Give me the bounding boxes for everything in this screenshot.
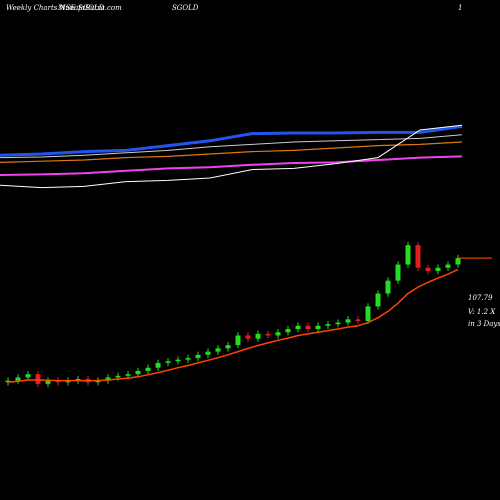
candle-body: [155, 362, 161, 368]
candle-body: [65, 380, 71, 383]
corner-label: 1: [458, 4, 462, 12]
candle-body: [15, 377, 21, 381]
candle-body: [385, 280, 391, 294]
period-note: in 3 Days: [468, 320, 500, 328]
candle-body: [305, 325, 311, 330]
candle-body: [5, 380, 11, 383]
candle-body: [185, 358, 191, 360]
candle-body: [395, 264, 401, 281]
candle-body: [225, 345, 231, 349]
candle-body: [55, 380, 61, 383]
last-price: 107.79: [468, 294, 493, 302]
candle-body: [75, 379, 81, 381]
candle-body: [125, 374, 131, 376]
candle-body: [445, 264, 451, 268]
candle-body: [315, 325, 321, 330]
candle-body: [345, 319, 351, 323]
indicator-line: [0, 124, 463, 189]
candle-body: [425, 267, 431, 271]
candle-body: [275, 332, 281, 336]
candle-body: [95, 380, 101, 383]
candle-body: [265, 333, 271, 336]
candle-body: [355, 319, 361, 321]
candle-body: [435, 267, 441, 271]
candle-body: [35, 374, 41, 384]
candle-body: [285, 329, 291, 333]
candle-body: [415, 245, 421, 268]
candle-body: [335, 322, 341, 325]
candle-body: [325, 324, 331, 326]
moving-average: [7, 268, 459, 384]
indicator-line: [0, 141, 463, 163]
indicator-line: [0, 155, 463, 176]
candle-body: [25, 374, 31, 378]
candle-body: [45, 380, 51, 384]
indicator-line: [0, 134, 463, 159]
candle-body: [135, 370, 141, 375]
candle-body: [405, 245, 411, 265]
candle-body: [375, 293, 381, 307]
candle-body: [115, 375, 121, 378]
candle-body: [365, 306, 371, 321]
candle-body: [455, 258, 461, 265]
chart-title: Weekly Charts NSE SGOLD: [6, 4, 105, 12]
candle-body: [215, 348, 221, 352]
candle-body: [165, 361, 171, 363]
symbol: SGOLD: [172, 4, 199, 12]
candle-body: [295, 325, 301, 330]
candle-body: [205, 351, 211, 355]
source: MunafaSutra.com: [57, 4, 122, 12]
volume-note: V: 1.2 X: [468, 308, 496, 316]
candle-body: [195, 354, 201, 359]
candle-body: [235, 335, 241, 346]
candle-body: [255, 333, 261, 339]
indicator-line: [0, 124, 463, 157]
candle-body: [175, 359, 181, 362]
candle-body: [105, 377, 111, 381]
candle-body: [145, 367, 151, 371]
candle-body: [245, 335, 251, 339]
